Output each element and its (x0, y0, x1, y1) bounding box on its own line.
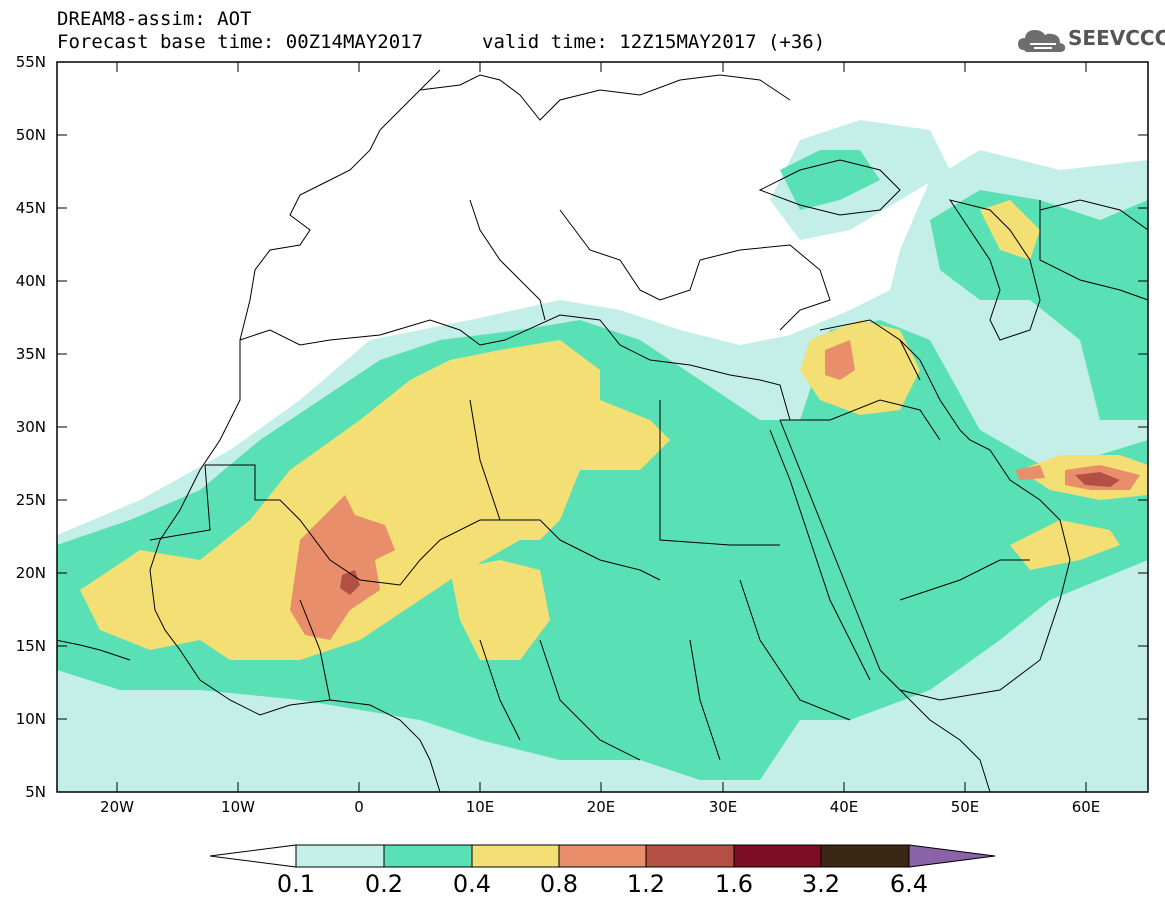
aot-band-0.4 (800, 320, 920, 415)
map-title: DREAM8-assim: AOT (57, 8, 252, 30)
aot-band-0.8 (825, 340, 855, 380)
colorbar-label: 3.2 (801, 870, 841, 898)
colorbar (209, 844, 996, 868)
colorbar-label: 0.4 (452, 870, 492, 898)
lon-label: 20E (586, 798, 616, 816)
colorbar-label: 0.2 (364, 870, 404, 898)
colorbar-swatch (471, 844, 560, 868)
colorbar-swatch (645, 844, 735, 868)
aot-band-0.4 (450, 560, 550, 660)
aot-shading (57, 62, 1148, 792)
lon-ticks (116, 62, 1087, 792)
lat-label: 5N (25, 783, 46, 801)
lon-label: 50E (950, 798, 980, 816)
lon-label: 30E (708, 798, 738, 816)
colorbar-swatch (383, 844, 473, 868)
forecast-base-time: Forecast base time: 00Z14MAY2017 (57, 31, 424, 53)
colorbar-label: 0.8 (539, 870, 579, 898)
aot-band-1.2 (1075, 472, 1120, 487)
lon-label: 0 (354, 798, 364, 816)
colorbar-label: 0.1 (276, 870, 316, 898)
aot-band-0.4 (80, 340, 670, 660)
aot-band-0.2 (930, 190, 1148, 420)
colorbar-swatch (295, 844, 385, 868)
logo-text: SEEVCCC (1068, 26, 1165, 50)
lat-label: 40N (15, 272, 46, 290)
aot-band-0.8 (290, 495, 395, 640)
colorbar-swatch (820, 844, 910, 868)
lat-label: 15N (15, 637, 46, 655)
colorbar-under-arrow (209, 844, 297, 868)
lat-label: 55N (15, 53, 46, 71)
lon-label: 40E (829, 798, 859, 816)
lat-label: 45N (15, 199, 46, 217)
lon-label: 10W (221, 798, 255, 816)
lon-label: 60E (1071, 798, 1101, 816)
colorbar-swatch (558, 844, 647, 868)
aot-band-0.2 (780, 150, 880, 210)
valid-time: valid time: 12Z15MAY2017 (+36) (482, 31, 826, 53)
lon-label: 10E (465, 798, 495, 816)
lat-label: 10N (15, 710, 46, 728)
colorbar-swatch (733, 844, 822, 868)
cloud-icon (1018, 30, 1066, 52)
lat-label: 20N (15, 564, 46, 582)
lon-label: 20W (100, 798, 134, 816)
aot-band-0.4 (1010, 520, 1120, 570)
colorbar-label: 1.6 (714, 870, 754, 898)
coastlines (57, 69, 1148, 792)
aot-band-0.8 (1015, 465, 1045, 480)
colorbar-label: 1.2 (626, 870, 666, 898)
lat-label: 25N (15, 491, 46, 509)
lat-label: 30N (15, 418, 46, 436)
colorbar-over-arrow (908, 844, 996, 868)
aot-band-0.2 (57, 320, 1148, 780)
colorbar-label: 6.4 (889, 870, 929, 898)
lat-ticks (57, 61, 1148, 720)
lat-label: 50N (15, 126, 46, 144)
lat-label: 35N (15, 345, 46, 363)
